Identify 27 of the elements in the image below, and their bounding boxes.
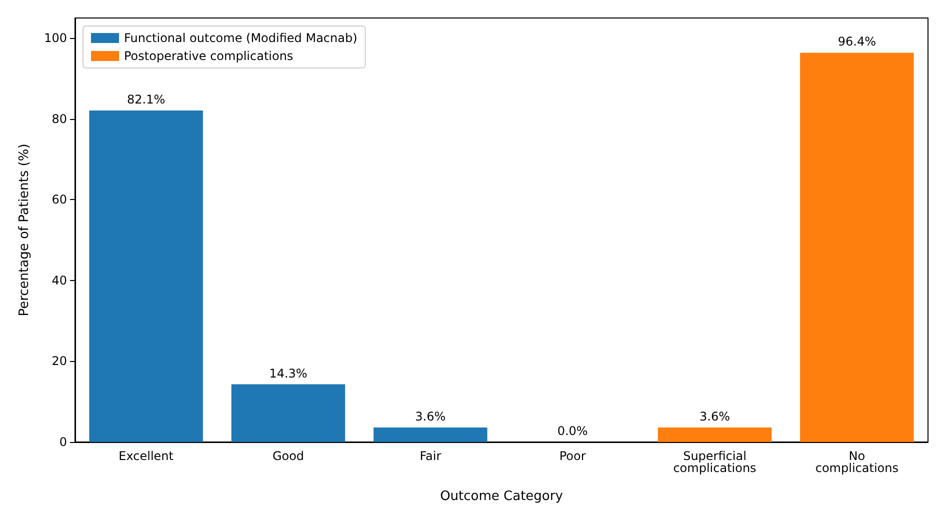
y-tick-label: 100	[44, 31, 67, 46]
x-tick-label: Poor	[559, 449, 586, 463]
x-tick-label: Excellent	[118, 449, 174, 463]
bar	[231, 384, 346, 442]
x-tick-label: Fair	[420, 449, 442, 463]
data-label: 96.4%	[838, 34, 876, 49]
y-tick-label: 0	[59, 435, 67, 449]
y-tick-label: 20	[52, 354, 67, 368]
x-tick-label: Good	[272, 449, 304, 463]
x-tick-label: Superficial complications	[673, 449, 756, 475]
data-label: 82.1%	[127, 92, 166, 106]
bar	[800, 52, 914, 442]
data-label: 0.0%	[557, 424, 588, 438]
data-label: 14.3%	[269, 366, 308, 380]
y-tick-label: 80	[52, 112, 67, 126]
x-axis-title: Outcome Category	[440, 489, 564, 504]
y-tick-label: 60	[52, 192, 67, 207]
bar	[89, 110, 203, 442]
legend-label: Functional outcome (Modified Macnab)	[124, 31, 358, 45]
y-axis-title: Percentage of Patients (%)	[17, 144, 32, 316]
data-label: 3.6%	[700, 409, 730, 424]
x-tick-label: No complications	[815, 449, 898, 475]
bar	[374, 427, 488, 442]
legend-label: Postoperative complications	[124, 49, 294, 63]
data-label: 3.6%	[415, 409, 446, 424]
y-tick-label: 40	[52, 273, 67, 288]
bar	[658, 427, 772, 442]
